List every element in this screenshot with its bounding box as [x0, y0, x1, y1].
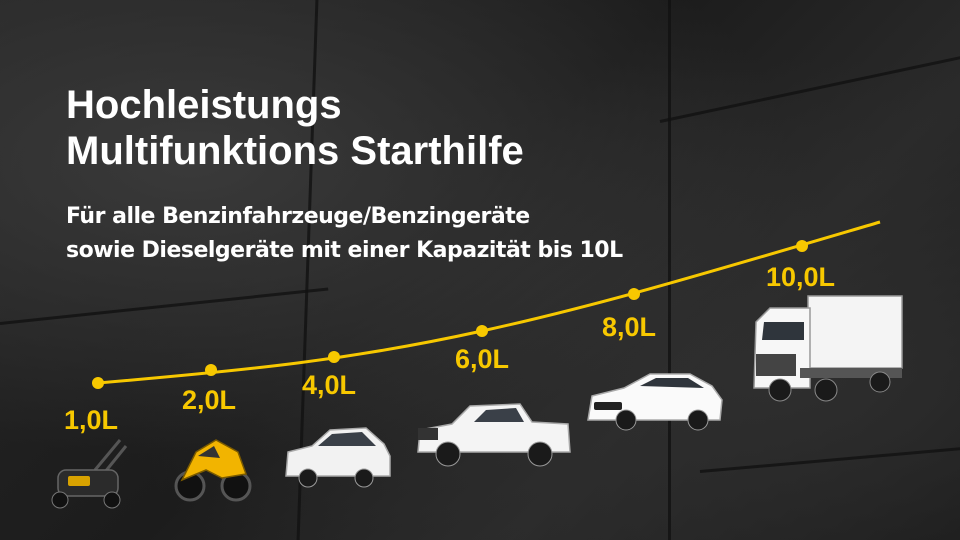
title-line-1: Hochleistungs — [66, 83, 342, 127]
title-line-2: Multifunktions Starthilfe — [66, 129, 524, 173]
capacity-marker-2 — [205, 364, 217, 376]
capacity-label-2: 2,0L — [182, 385, 237, 415]
capacity-label-6: 10,0L — [766, 262, 836, 292]
capacity-label-5: 8,0L — [602, 312, 657, 342]
capacity-marker-3 — [328, 351, 340, 363]
capacity-label-4: 6,0L — [455, 344, 510, 374]
subtitle: Für alle Benzinfahrzeuge/Benzingeräte so… — [66, 200, 623, 268]
capacity-marker-4 — [476, 325, 488, 337]
capacity-marker-6 — [796, 240, 808, 252]
box-truck-icon — [753, 295, 903, 402]
capacity-marker-5 — [628, 288, 640, 300]
capacity-label-1: 1,0L — [64, 405, 119, 435]
subtitle-line-2: sowie Dieselgeräte mit einer Kapazität b… — [66, 238, 623, 263]
motorcycle-icon — [174, 439, 252, 502]
pickup-truck-icon — [417, 403, 571, 467]
capacity-label-3: 4,0L — [302, 370, 357, 400]
capacity-marker-1 — [92, 377, 104, 389]
subtitle-line-1: Für alle Benzinfahrzeuge/Benzingeräte — [66, 204, 530, 229]
page-title: Hochleistungs Multifunktions Starthilfe — [66, 82, 524, 174]
sedan-car-icon — [587, 373, 723, 431]
slab-seam — [668, 0, 671, 540]
lawn-mower-icon — [51, 439, 128, 509]
compact-car-icon — [285, 427, 391, 488]
